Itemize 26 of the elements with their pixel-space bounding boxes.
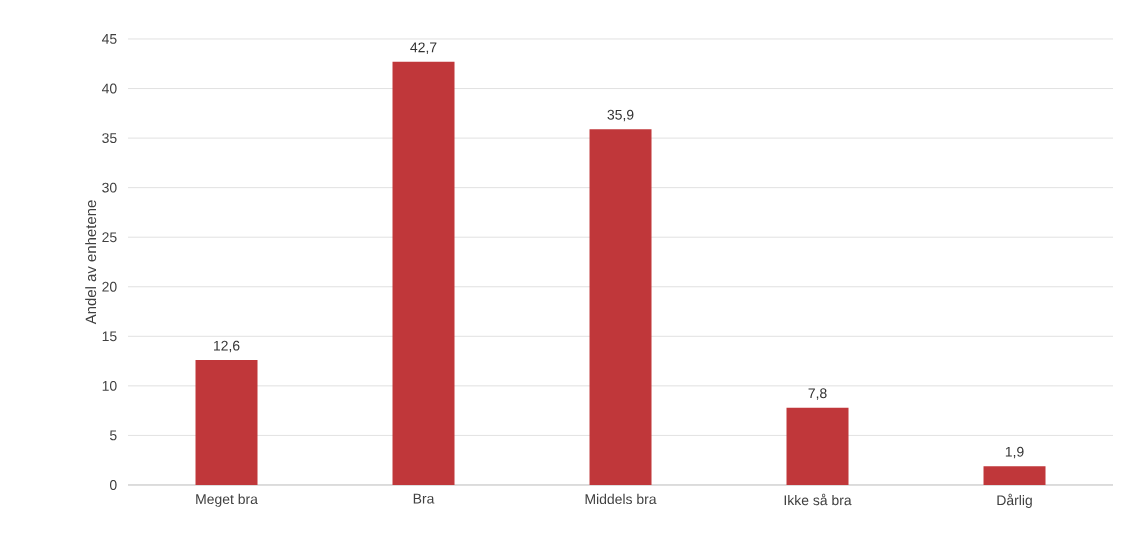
- data-label: 12,6: [214, 340, 240, 353]
- bar: [786, 407, 849, 485]
- y-tick-label: 45: [101, 34, 117, 44]
- x-tick-label: Meget bra: [196, 493, 258, 507]
- data-label: 42,7: [410, 42, 437, 54]
- y-tick-label: 5: [109, 430, 117, 441]
- bar: [983, 466, 1046, 485]
- bar: [392, 61, 455, 485]
- data-label: 35,9: [607, 109, 634, 122]
- x-tick-label: Middels bra: [585, 493, 657, 505]
- y-tick-label: 20: [102, 281, 117, 292]
- x-tick-label: Bra: [413, 493, 435, 504]
- y-tick-label: 10: [102, 380, 117, 391]
- y-tick-label: 15: [102, 331, 117, 342]
- bar: [589, 129, 652, 485]
- y-axis-title: Andel av enhetene: [85, 200, 97, 325]
- bar: [195, 360, 258, 485]
- y-tick-label: 25: [102, 232, 117, 243]
- x-tick-label: Ikke så bra: [784, 493, 852, 506]
- data-label: 7,8: [808, 388, 827, 400]
- y-tick-label: 35: [102, 133, 117, 144]
- y-tick-label: 30: [102, 182, 117, 193]
- y-tick-label: 0: [109, 480, 117, 490]
- y-tick-label: 40: [101, 83, 117, 94]
- x-tick-label: Dårlig: [997, 493, 1032, 508]
- data-label: 1,9: [1005, 446, 1024, 459]
